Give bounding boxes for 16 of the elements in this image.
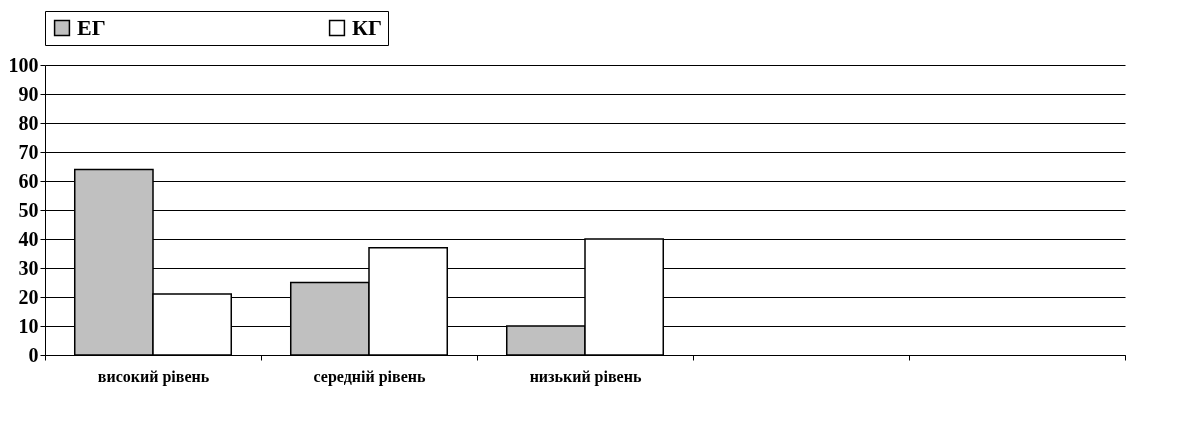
y-tick-label: 80 (18, 111, 39, 134)
legend-label: КГ (352, 15, 382, 40)
y-tick-label: 90 (18, 82, 39, 105)
y-tick-label: 10 (18, 314, 39, 337)
x-tick-label: середній рівень (313, 367, 426, 386)
x-tick-label: низький рівень (529, 367, 642, 386)
y-tick-label: 50 (18, 198, 39, 221)
y-tick-label: 100 (8, 53, 39, 76)
y-tick-label: 20 (18, 285, 39, 308)
legend-label: ЕГ (77, 15, 106, 40)
y-tick-label: 40 (18, 227, 39, 250)
y-tick-label: 0 (28, 343, 39, 366)
y-tick-label: 60 (18, 169, 39, 192)
x-tick-label: високий рівень (97, 367, 210, 386)
y-tick-label: 70 (18, 140, 39, 163)
y-tick-label: 30 (18, 256, 39, 279)
